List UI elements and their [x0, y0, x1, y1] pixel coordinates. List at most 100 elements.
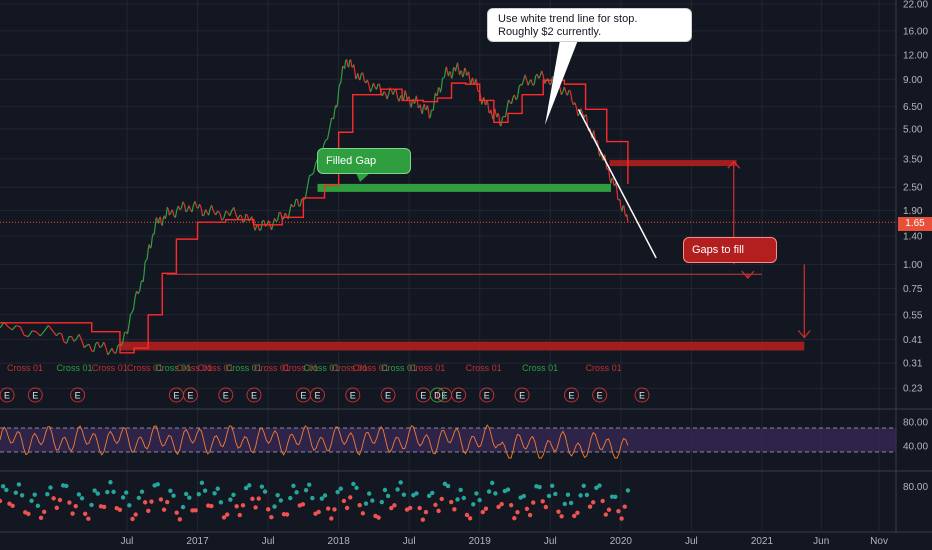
x-tick-label: Jun: [813, 536, 829, 547]
price-segment: [51, 330, 57, 337]
oscillator-dot: [32, 492, 37, 497]
price-segment: [619, 199, 622, 208]
price-segment: [521, 80, 525, 86]
price-segment: [111, 347, 115, 353]
y-tick-label: 5.00: [903, 124, 923, 135]
oscillator-dot: [82, 511, 88, 516]
y-tick-label: 16.00: [903, 26, 928, 37]
price-segment: [275, 219, 279, 222]
oscillator-dot: [452, 507, 457, 512]
price-segment: [289, 203, 292, 212]
stop-note-pointer: [545, 40, 578, 125]
price-segment: [185, 209, 188, 213]
price-segment: [533, 75, 537, 85]
earnings-marker-label: E: [597, 391, 603, 401]
gaps-to-fill-callout[interactable]: Gaps to fill: [683, 237, 777, 263]
cross-label: Cross 01: [127, 363, 163, 373]
price-segment: [157, 218, 160, 224]
price-segment: [362, 72, 365, 81]
price-segment: [430, 109, 433, 112]
gap-zone: [609, 160, 737, 167]
price-segment: [257, 224, 261, 231]
oscillator-dot: [376, 515, 381, 520]
price-segment: [161, 218, 164, 226]
price-segment: [593, 130, 596, 136]
earnings-marker: [345, 387, 361, 403]
price-segment: [73, 338, 78, 342]
price-segment: [466, 73, 469, 76]
y-tick-label: 0.55: [903, 310, 923, 321]
earnings-marker-label: E: [75, 391, 81, 401]
earnings-marker-label: E: [484, 391, 490, 401]
oscillator-dot: [7, 501, 12, 506]
price-segment: [607, 168, 610, 171]
oscillator-dot: [559, 514, 564, 519]
price-segment: [413, 101, 416, 105]
filled-gap-zone: [317, 183, 611, 192]
price-segment: [199, 203, 202, 208]
x-tick-label: Jul: [403, 536, 416, 547]
price-segment: [464, 67, 467, 70]
oscillator-dot: [332, 507, 337, 512]
price-segment: [19, 326, 25, 336]
price-segment: [138, 281, 142, 292]
y-tick-label: 0.23: [903, 384, 923, 395]
price-segment: [259, 229, 262, 232]
oscillator-dot: [445, 483, 451, 489]
oscillator-dot: [146, 508, 151, 514]
price-segment: [560, 91, 564, 96]
oscillator-dot: [543, 504, 549, 510]
y-tick-label: 6.50: [903, 102, 923, 113]
filled-gap-callout[interactable]: Filled Gap: [317, 148, 411, 174]
price-segment: [445, 66, 449, 73]
earnings-marker: [182, 387, 198, 403]
oscillator-dot: [385, 493, 391, 499]
price-segment: [621, 206, 624, 212]
price-segment: [366, 79, 370, 85]
oscillator-dot: [269, 515, 274, 520]
price-segment: [436, 87, 440, 95]
oscillator-dot: [234, 504, 239, 509]
price-segment: [569, 91, 573, 102]
price-segment: [510, 97, 514, 104]
x-tick-label: Jul: [121, 536, 134, 547]
oscillator-dot: [243, 485, 249, 491]
price-segment: [524, 74, 528, 81]
oscillator-dot: [572, 513, 577, 519]
oscillator-dot: [370, 498, 375, 503]
price-segment: [449, 71, 451, 73]
price-segment: [166, 206, 169, 210]
oscillator-dot: [288, 495, 293, 501]
price-segment: [392, 90, 396, 95]
price-segment: [353, 64, 356, 72]
oscillator-dot: [499, 501, 504, 507]
price-segment: [107, 351, 111, 356]
oscillator-dot: [578, 493, 583, 498]
stop-note-callout[interactable]: Use white trend line for stop. Roughly $…: [487, 8, 692, 42]
price-segment: [440, 78, 444, 88]
price-segment: [150, 237, 153, 248]
y-tick-label: 0.31: [903, 359, 923, 370]
price-segment: [338, 83, 341, 91]
price-segment: [83, 344, 88, 349]
oscillator-dot: [568, 500, 574, 506]
oscillator-dot: [57, 497, 63, 503]
oscillator-dot: [19, 493, 25, 498]
price-segment: [575, 107, 579, 116]
price-segment: [177, 205, 181, 211]
price-segment: [188, 205, 192, 210]
price-segment: [577, 112, 581, 117]
earnings-marker-label: E: [639, 391, 645, 401]
price-segment: [530, 79, 534, 86]
price-segment: [290, 203, 294, 207]
price-segment: [205, 209, 208, 213]
price-segment: [623, 205, 626, 214]
price-segment: [398, 95, 402, 102]
earnings-marker-label: E: [173, 391, 179, 401]
oscillator-dot: [527, 512, 533, 518]
price-segment: [462, 75, 465, 78]
price-segment: [359, 73, 362, 81]
price-segment: [277, 212, 280, 221]
